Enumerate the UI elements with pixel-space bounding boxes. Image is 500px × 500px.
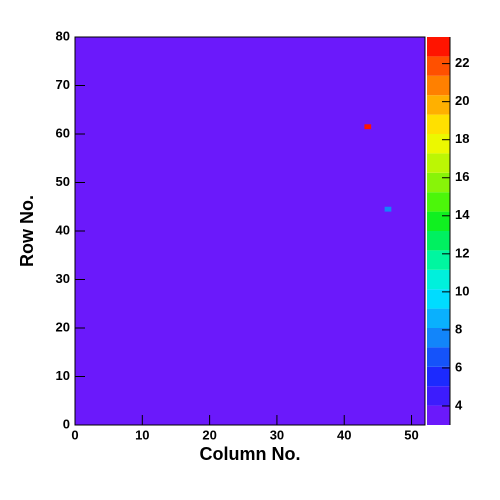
x-tick-label: 10	[135, 427, 149, 442]
colorbar-tick-label: 22	[455, 55, 469, 70]
colorbar-band	[427, 328, 450, 348]
colorbar-band	[427, 386, 450, 406]
colorbar-band	[427, 134, 450, 154]
heatmap-cell	[384, 206, 392, 212]
y-tick-label: 20	[56, 319, 70, 334]
colorbar-band	[427, 56, 450, 76]
y-tick-label: 60	[56, 125, 70, 140]
colorbar-band	[427, 366, 450, 387]
colorbar-band	[427, 37, 450, 57]
colorbar-tick-label: 6	[455, 359, 462, 374]
y-tick-label: 70	[56, 77, 70, 92]
colorbar-tick-label: 16	[455, 169, 469, 184]
heatmap-cell	[364, 124, 372, 130]
colorbar-band	[427, 269, 450, 290]
x-tick-label: 40	[337, 427, 351, 442]
colorbar-band	[427, 289, 450, 309]
y-tick-label: 40	[56, 222, 70, 237]
x-tick-label: 50	[404, 427, 418, 442]
colorbar-band	[427, 211, 450, 231]
colorbar-band	[427, 231, 450, 251]
colorbar-band	[427, 75, 450, 96]
x-axis-title: Column No.	[200, 444, 301, 464]
colorbar-band	[427, 250, 450, 270]
y-tick-label: 30	[56, 271, 70, 286]
colorbar-tick-label: 18	[455, 131, 469, 146]
y-axis-title: Row No.	[17, 195, 37, 267]
colorbar-tick-label: 4	[455, 397, 463, 412]
colorbar-tick-label: 10	[455, 283, 469, 298]
colorbar-band	[427, 405, 450, 425]
colorbar-band	[427, 95, 450, 115]
plot-background	[75, 37, 425, 425]
y-tick-label: 0	[63, 416, 70, 431]
x-tick-label: 0	[71, 427, 78, 442]
colorbar-tick-label: 14	[455, 207, 470, 222]
x-tick-label: 30	[270, 427, 284, 442]
y-tick-label: 10	[56, 368, 70, 383]
colorbar-band	[427, 308, 450, 328]
colorbar-band	[427, 114, 450, 134]
colorbar-tick-label: 20	[455, 93, 469, 108]
colorbar-band	[427, 192, 450, 212]
colorbar-tick-label: 8	[455, 321, 462, 336]
colorbar-band	[427, 153, 450, 173]
colorbar-tick-label: 12	[455, 245, 469, 260]
colorbar-band	[427, 172, 450, 193]
y-tick-label: 50	[56, 174, 70, 189]
colorbar-band	[427, 347, 450, 367]
x-tick-label: 20	[202, 427, 216, 442]
y-tick-label: 80	[56, 28, 70, 43]
